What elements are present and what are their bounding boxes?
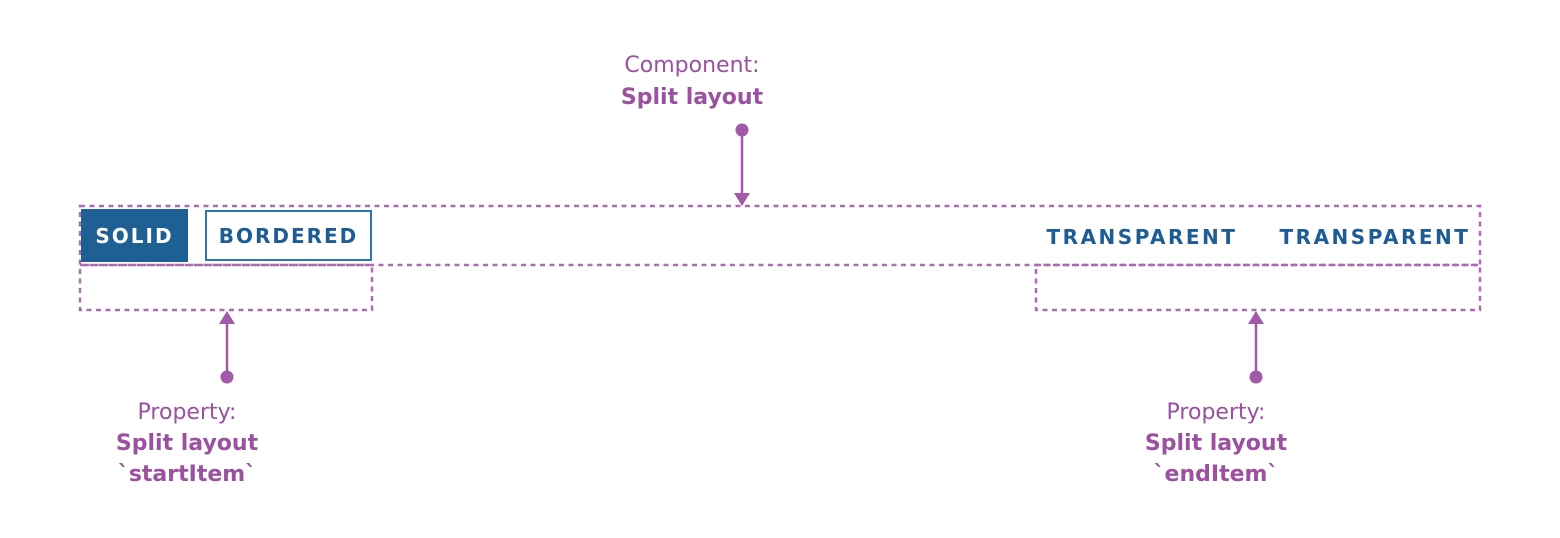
component-annotation-label: Component: [624, 53, 760, 78]
component-arrow-down-icon [734, 123, 750, 206]
bordered-button[interactable]: BORDERED [205, 210, 372, 261]
start-property-annotation-code: `startItem` [117, 462, 257, 487]
end-property-annotation-code: `endItem` [1153, 462, 1279, 487]
end-property-annotation-title: Split layout [1144, 431, 1288, 456]
start-item-boundary-rect [78, 263, 374, 312]
arrow-head [1248, 311, 1264, 324]
component-annotation: Component: Split layout [542, 50, 842, 114]
end-property-annotation: Property: Split layout `endItem` [1066, 397, 1366, 490]
arrow-origin-dot [735, 123, 749, 137]
component-annotation-title: Split layout [620, 85, 764, 110]
arrow-origin-dot [1249, 370, 1263, 384]
transparent-button-2[interactable]: TRANSPARENT [1279, 225, 1471, 249]
arrow-head [219, 311, 235, 324]
arrow-head [734, 193, 750, 206]
end-property-annotation-label: Property: [1166, 400, 1266, 425]
start-property-annotation-title: Split layout [115, 431, 259, 456]
start-item-arrow-up-icon [219, 311, 235, 384]
end-item-arrow-up-icon [1248, 311, 1264, 384]
transparent-button-1[interactable]: TRANSPARENT [1046, 225, 1238, 249]
end-item-boundary-rect [1034, 263, 1482, 312]
solid-button[interactable]: SOLID [81, 209, 188, 262]
start-property-annotation: Property: Split layout `startItem` [37, 397, 337, 490]
start-property-annotation-label: Property: [137, 400, 237, 425]
end-item-boundary [1034, 263, 1482, 312]
start-item-boundary [78, 263, 374, 312]
arrow-origin-dot [220, 370, 234, 384]
